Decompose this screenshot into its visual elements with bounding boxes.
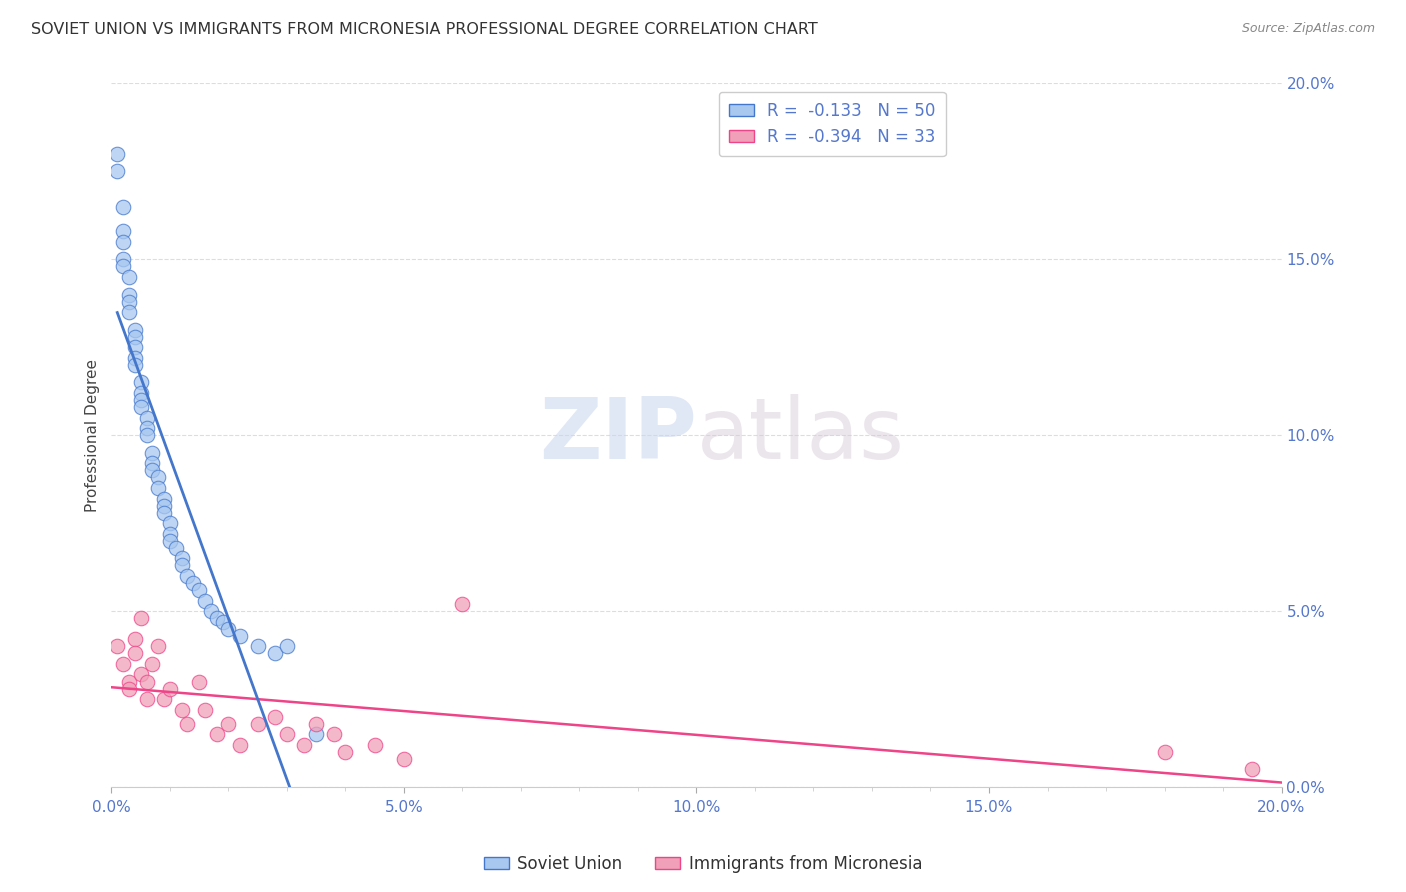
Point [118, 287, 141, 301]
Point [148, 481, 170, 495]
Point [217, 716, 239, 731]
Point [194, 703, 217, 717]
Point [124, 358, 146, 372]
Point [305, 716, 328, 731]
Point [112, 200, 135, 214]
Point [165, 541, 187, 555]
Text: ZIP: ZIP [538, 393, 696, 476]
Point [105, 146, 128, 161]
Point [246, 716, 269, 731]
Point [112, 260, 135, 274]
Point [124, 330, 146, 344]
Point [229, 738, 252, 752]
Point [211, 615, 233, 629]
Point [276, 640, 298, 654]
Point [305, 727, 328, 741]
Point [229, 629, 252, 643]
Point [205, 727, 228, 741]
Point [181, 576, 204, 591]
Point [141, 657, 163, 671]
Point [159, 526, 181, 541]
Point [129, 400, 152, 414]
Point [124, 646, 146, 660]
Point [200, 604, 222, 618]
Point [363, 738, 385, 752]
Point [112, 252, 135, 267]
Point [159, 533, 181, 548]
Point [205, 611, 228, 625]
Point [135, 428, 157, 442]
Point [194, 593, 217, 607]
Point [105, 640, 128, 654]
Point [217, 622, 239, 636]
Point [148, 640, 170, 654]
Point [129, 611, 152, 625]
Point [159, 681, 181, 696]
Point [153, 506, 176, 520]
Point [112, 224, 135, 238]
Point [188, 582, 211, 597]
Point [124, 632, 146, 647]
Point [118, 305, 141, 319]
Point [118, 269, 141, 284]
Point [141, 457, 163, 471]
Point [176, 569, 198, 583]
Point [153, 491, 176, 506]
Point [246, 640, 269, 654]
Point [129, 667, 152, 681]
Point [264, 646, 287, 660]
Point [141, 446, 163, 460]
Legend: R =  -0.133   N = 50, R =  -0.394   N = 33: R = -0.133 N = 50, R = -0.394 N = 33 [718, 92, 946, 156]
Point [112, 657, 135, 671]
Point [118, 294, 141, 309]
Legend: Soviet Union, Immigrants from Micronesia: Soviet Union, Immigrants from Micronesia [477, 848, 929, 880]
Point [294, 738, 316, 752]
Point [392, 752, 415, 766]
Point [124, 351, 146, 365]
Text: atlas: atlas [696, 393, 904, 476]
Text: SOVIET UNION VS IMMIGRANTS FROM MICRONESIA PROFESSIONAL DEGREE CORRELATION CHART: SOVIET UNION VS IMMIGRANTS FROM MICRONES… [31, 22, 818, 37]
Point [335, 745, 357, 759]
Point [118, 674, 141, 689]
Point [1153, 745, 1175, 759]
Point [153, 692, 176, 706]
Point [148, 470, 170, 484]
Point [276, 727, 298, 741]
Point [188, 674, 211, 689]
Y-axis label: Professional Degree: Professional Degree [86, 359, 100, 512]
Point [135, 692, 157, 706]
Point [129, 376, 152, 390]
Point [153, 499, 176, 513]
Point [124, 323, 146, 337]
Point [170, 703, 193, 717]
Text: Source: ZipAtlas.com: Source: ZipAtlas.com [1241, 22, 1375, 36]
Point [322, 727, 344, 741]
Point [1241, 763, 1264, 777]
Point [264, 709, 287, 723]
Point [135, 410, 157, 425]
Point [170, 551, 193, 566]
Point [159, 516, 181, 531]
Point [135, 421, 157, 435]
Point [129, 386, 152, 401]
Point [105, 164, 128, 178]
Point [112, 235, 135, 249]
Point [135, 674, 157, 689]
Point [451, 597, 474, 611]
Point [124, 340, 146, 354]
Point [176, 716, 198, 731]
Point [170, 558, 193, 573]
Point [129, 393, 152, 408]
Point [141, 463, 163, 477]
Point [118, 681, 141, 696]
